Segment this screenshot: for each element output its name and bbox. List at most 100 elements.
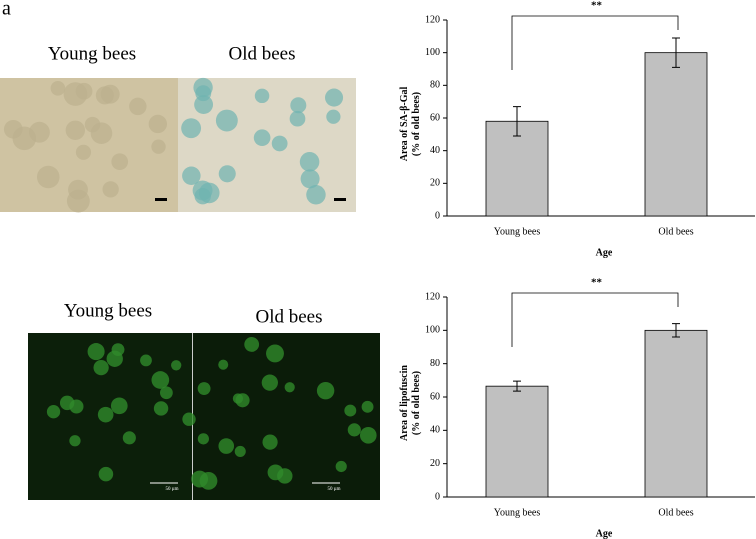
panel-label: a — [2, 0, 11, 20]
y-axis-label-line: Area of lipofuscin — [399, 365, 410, 441]
cell — [95, 86, 114, 105]
cell — [326, 109, 341, 124]
cell — [289, 110, 306, 127]
cell — [197, 382, 211, 395]
error-bar — [513, 106, 521, 137]
cell — [197, 433, 209, 445]
cell — [159, 386, 173, 400]
image-label: Young bees — [48, 43, 136, 64]
image-label: Old bees — [228, 43, 295, 64]
cell — [50, 80, 66, 96]
x-axis-label: Age — [596, 247, 613, 258]
cell — [111, 153, 129, 171]
cell — [325, 88, 344, 107]
cell — [191, 470, 209, 488]
x-tick-label: Young bees — [494, 226, 541, 237]
error-bar — [513, 380, 521, 392]
cell — [66, 189, 90, 213]
cell — [261, 374, 278, 391]
significance-label: ** — [591, 277, 603, 289]
significance-bracket — [511, 292, 679, 347]
cell — [102, 181, 119, 198]
y-tick-label: 100 — [425, 47, 440, 58]
cell — [361, 400, 374, 413]
cell — [46, 405, 61, 419]
cell — [215, 109, 238, 132]
cell — [111, 343, 125, 357]
cell — [253, 129, 271, 147]
scale-label: 50 µm — [165, 487, 178, 492]
bar — [485, 385, 549, 498]
cell — [290, 97, 307, 114]
cell — [153, 401, 169, 416]
cell — [63, 82, 88, 106]
scale-label: 50 µm — [327, 487, 340, 492]
cell — [335, 460, 347, 473]
cell — [151, 371, 170, 389]
cell — [151, 139, 166, 154]
significance-label: ** — [591, 0, 603, 12]
bar — [644, 52, 708, 217]
cell — [266, 344, 284, 363]
cell — [28, 121, 50, 143]
cell — [218, 165, 236, 183]
cell — [299, 152, 320, 172]
cell — [148, 114, 168, 134]
cell — [194, 95, 214, 114]
cell — [347, 423, 361, 437]
cell — [198, 182, 220, 204]
cell — [218, 359, 229, 370]
cell — [234, 445, 246, 457]
y-tick-label: 100 — [425, 325, 440, 336]
cell — [284, 382, 295, 393]
cell — [182, 412, 196, 426]
error-bar — [672, 323, 680, 338]
cell — [140, 354, 152, 367]
y-tick-label: 0 — [435, 491, 440, 502]
bar — [485, 120, 549, 217]
cell — [254, 88, 270, 104]
cell — [129, 97, 147, 116]
scale-bar — [155, 198, 167, 201]
y-axis-label-line: (% of old bees) — [411, 92, 422, 156]
y-axis-label: Area of SA-β-Gal(% of old bees) — [399, 87, 422, 162]
cell — [232, 393, 244, 404]
cell — [90, 122, 113, 145]
significance-bracket — [511, 15, 679, 70]
cell — [181, 118, 202, 139]
y-tick-label: 40 — [430, 425, 440, 436]
cell — [262, 434, 278, 450]
cell — [244, 337, 260, 352]
y-tick-label: 60 — [430, 112, 440, 123]
cell — [171, 360, 182, 371]
x-tick-label: Young bees — [494, 507, 541, 518]
y-tick-label: 80 — [430, 80, 440, 91]
cell — [271, 135, 288, 152]
y-tick-label: 120 — [425, 14, 440, 25]
y-tick-label: 0 — [435, 210, 440, 221]
cell — [110, 397, 128, 415]
cell — [122, 431, 136, 445]
y-tick-label: 20 — [430, 178, 440, 189]
y-axis-label: Area of lipofuscin(% of old bees) — [399, 365, 422, 441]
cell — [75, 144, 92, 160]
y-tick-label: 120 — [425, 291, 440, 302]
x-tick-label: Old bees — [658, 507, 693, 518]
cell — [359, 426, 377, 444]
cell — [98, 466, 114, 482]
micrograph-top — [0, 77, 356, 213]
y-axis-label-line: (% of old bees) — [411, 371, 422, 435]
image-label: Old bees — [255, 306, 322, 327]
cell — [218, 438, 235, 454]
cell — [97, 406, 114, 423]
cell — [3, 119, 23, 139]
x-axis-label: Age — [596, 528, 613, 539]
cell — [344, 404, 357, 417]
cell — [182, 166, 201, 186]
y-axis-label-line: Area of SA-β-Gal — [399, 87, 410, 162]
cell — [59, 395, 75, 411]
scale-bar — [334, 198, 346, 201]
y-tick-label: 20 — [430, 458, 440, 469]
cell — [306, 185, 326, 205]
